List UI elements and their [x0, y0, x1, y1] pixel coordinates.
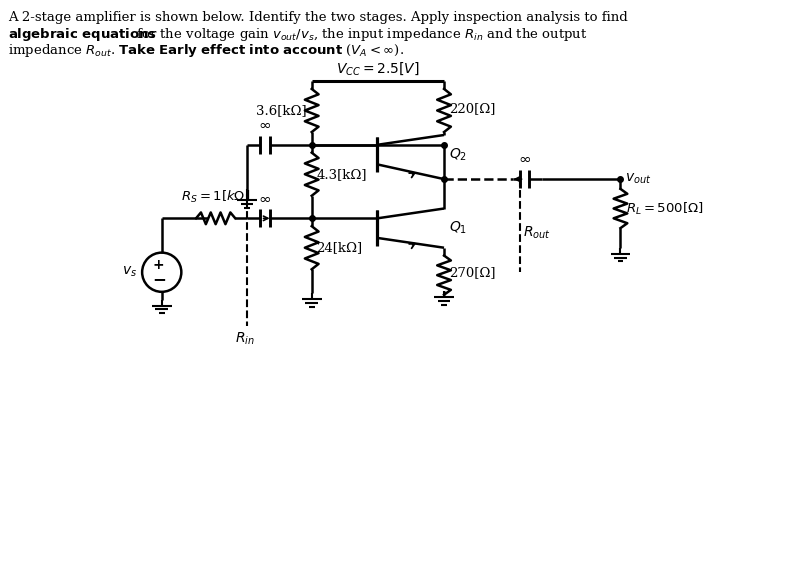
Text: for the voltage gain $v_{out}/v_s$, the input impedance $R_{in}$ and the output: for the voltage gain $v_{out}/v_s$, the …: [133, 26, 588, 43]
Text: $\infty$: $\infty$: [258, 191, 271, 206]
Text: $R_{in}$: $R_{in}$: [235, 331, 255, 348]
Text: 3.6[kΩ]: 3.6[kΩ]: [256, 104, 307, 117]
Text: $R_S=1[kΩ]$: $R_S=1[kΩ]$: [181, 188, 250, 205]
Text: 24[kΩ]: 24[kΩ]: [317, 241, 363, 254]
Text: $v_s$: $v_s$: [122, 265, 137, 280]
Text: $v_{out}$: $v_{out}$: [626, 172, 652, 187]
Text: −: −: [152, 270, 166, 288]
Text: impedance $R_{out}$. $\mathbf{Take\ Early\ effect\ into\ account}$ ($V_A < \inft: impedance $R_{out}$. $\mathbf{Take\ Earl…: [8, 42, 404, 59]
Text: $R_{out}$: $R_{out}$: [524, 225, 551, 241]
Text: 4.3[kΩ]: 4.3[kΩ]: [317, 168, 367, 181]
Text: $R_L=500[Ω]$: $R_L=500[Ω]$: [626, 201, 704, 217]
Text: $\infty$: $\infty$: [258, 117, 271, 132]
Text: $V_{CC}=2.5[V]$: $V_{CC}=2.5[V]$: [336, 60, 419, 77]
Text: $\infty$: $\infty$: [518, 151, 531, 166]
Text: 270[Ω]: 270[Ω]: [449, 266, 495, 279]
Text: A 2-stage amplifier is shown below. Identify the two stages. Apply inspection an: A 2-stage amplifier is shown below. Iden…: [8, 11, 627, 23]
Text: $\mathbf{algebraic\ equations}$: $\mathbf{algebraic\ equations}$: [8, 26, 157, 43]
Text: $Q_1$: $Q_1$: [449, 220, 467, 236]
Text: +: +: [153, 259, 164, 272]
Text: $Q_2$: $Q_2$: [449, 146, 467, 163]
Text: 220[Ω]: 220[Ω]: [449, 102, 495, 115]
